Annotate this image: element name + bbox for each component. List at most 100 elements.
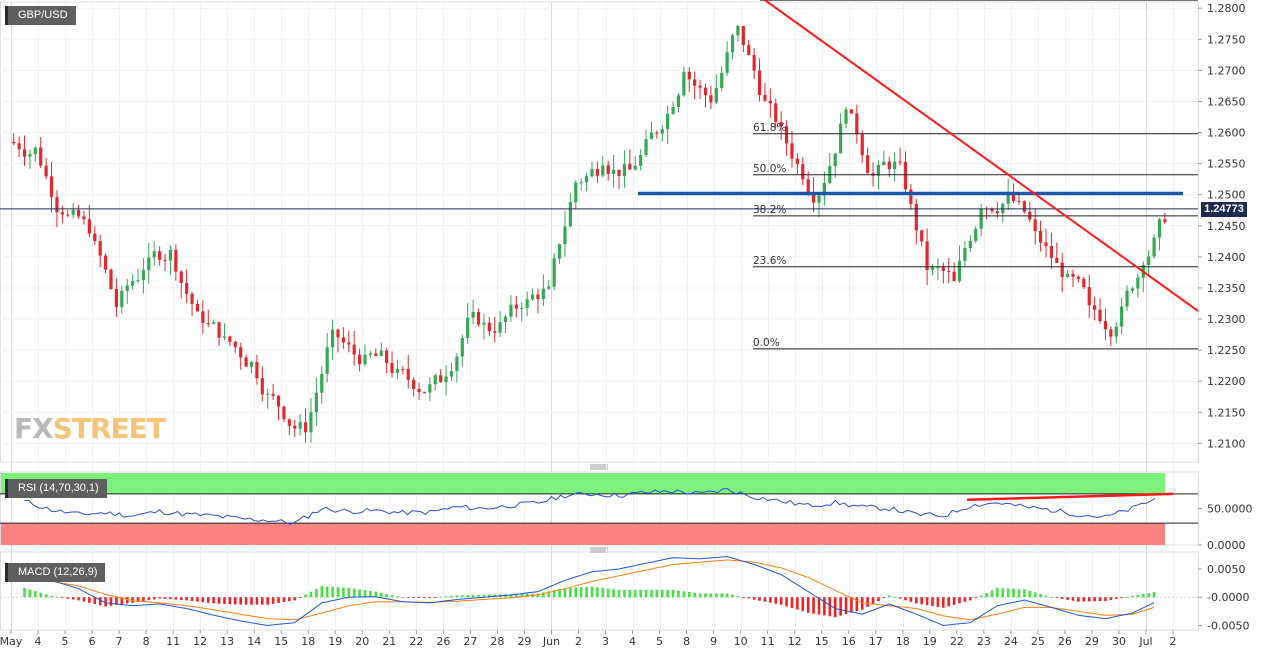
macd-hist-bar xyxy=(650,589,653,598)
candle-body xyxy=(449,370,454,377)
x-tick-label: 3 xyxy=(602,635,609,648)
candle-body xyxy=(17,143,21,150)
candle-body xyxy=(428,384,432,393)
candle-body xyxy=(747,45,751,55)
trendline xyxy=(764,0,1199,312)
candle-body xyxy=(287,419,291,426)
macd-hist-bar xyxy=(104,597,107,607)
candle-body xyxy=(493,331,497,333)
candle-body xyxy=(720,72,724,89)
macd-hist-bar xyxy=(212,597,215,604)
macd-hist-bar xyxy=(250,597,253,605)
y-tick-label: 1.2150 xyxy=(1207,406,1246,419)
y-tick-label: 1.2500 xyxy=(1207,189,1246,202)
candle-body xyxy=(1103,321,1108,330)
macd-hist-bar xyxy=(660,589,664,598)
macd-hist-bar xyxy=(720,593,724,598)
macd-hist-bar xyxy=(633,589,637,598)
macd-hist-bar xyxy=(439,596,442,598)
macd-hist-bar xyxy=(50,595,53,598)
macd-hist-bar xyxy=(174,597,178,600)
macd-hist-bar xyxy=(769,597,772,603)
candle-body xyxy=(1082,278,1086,288)
candle-body xyxy=(557,244,562,259)
candle-body xyxy=(795,158,799,165)
candle-body xyxy=(622,163,627,177)
macd-tick-label: -0.0050 xyxy=(1207,619,1249,632)
candle-body xyxy=(1136,277,1140,289)
candle-body xyxy=(76,210,81,217)
macd-hist-bar xyxy=(488,594,491,598)
macd-hist-bar xyxy=(482,594,486,598)
x-tick-label: 30 xyxy=(1112,635,1126,648)
candle-body xyxy=(471,312,475,318)
symbol-label: GBP/USD xyxy=(5,6,76,25)
macd-hist-bar xyxy=(558,589,561,598)
macd-hist-bar xyxy=(542,592,545,598)
candle-body xyxy=(606,165,610,175)
candle-body xyxy=(347,342,351,345)
x-tick-label: 24 xyxy=(1004,635,1018,648)
macd-hist-bar xyxy=(677,590,680,598)
candle-body xyxy=(1017,201,1021,203)
candle-body xyxy=(1152,237,1156,257)
macd-hist-bar xyxy=(109,597,113,606)
candle-body xyxy=(222,336,227,338)
candle-body xyxy=(790,143,794,159)
macd-hist-bar xyxy=(406,597,410,599)
candle-body xyxy=(817,195,821,203)
fib-level-label: 38.2% xyxy=(753,204,786,216)
candle-body xyxy=(784,126,789,144)
macd-hist-bar xyxy=(1071,597,1075,601)
fib-level-label: 61.8% xyxy=(753,122,786,134)
candle-body xyxy=(530,294,535,300)
macd-hist-bar xyxy=(369,590,372,598)
candle-body xyxy=(260,378,264,395)
candle-body xyxy=(644,139,648,155)
x-tick-label: Jun xyxy=(542,635,560,648)
fib-level-label: 0.0% xyxy=(753,337,780,349)
macd-hist-bar xyxy=(255,597,259,605)
macd-hist-bar xyxy=(887,595,891,598)
macd-hist-bar xyxy=(590,586,594,598)
candle-body xyxy=(639,154,643,166)
macd-hist-bar xyxy=(196,597,199,602)
candle-body xyxy=(936,267,940,269)
candle-body xyxy=(595,169,600,176)
candle-body xyxy=(1093,305,1097,310)
candle-body xyxy=(774,103,778,122)
macd-hist-bar xyxy=(1136,594,1140,598)
candle-body xyxy=(855,113,859,135)
y-tick-label: 1.2250 xyxy=(1207,344,1246,357)
macd-hist-bar xyxy=(904,597,907,601)
candle-body xyxy=(233,341,237,348)
x-tick-label: 11 xyxy=(166,635,180,648)
macd-hist-bar xyxy=(471,594,475,598)
macd-hist-bar xyxy=(693,592,696,598)
macd-hist-bar xyxy=(93,597,97,605)
x-tick-label: 18 xyxy=(896,635,910,648)
macd-hist-bar xyxy=(909,597,913,602)
macd-hist-bar xyxy=(920,597,923,605)
macd-hist-bar xyxy=(747,597,751,599)
macd-hist-bar xyxy=(444,596,448,598)
x-tick-label: 11 xyxy=(761,635,775,648)
macd-hist-bar xyxy=(1098,597,1102,602)
candle-body xyxy=(147,257,151,271)
macd-hist-bar xyxy=(477,594,480,598)
candle-body xyxy=(509,304,513,317)
candle-body xyxy=(628,163,632,170)
candle-body xyxy=(1120,306,1124,327)
candle-body xyxy=(1044,242,1048,247)
candles xyxy=(12,24,1167,443)
macd-tick-label: 0.0050 xyxy=(1207,563,1246,576)
candle-body xyxy=(363,354,367,365)
candle-body xyxy=(730,35,735,53)
macd-hist-bar xyxy=(823,597,826,616)
y-tick-label: 1.2350 xyxy=(1207,282,1246,295)
macd-hist-bar xyxy=(893,596,896,598)
candle-body xyxy=(612,169,616,175)
x-tick-label: 2 xyxy=(575,635,582,648)
candle-body xyxy=(584,176,589,183)
x-tick-label: 7 xyxy=(116,635,123,648)
